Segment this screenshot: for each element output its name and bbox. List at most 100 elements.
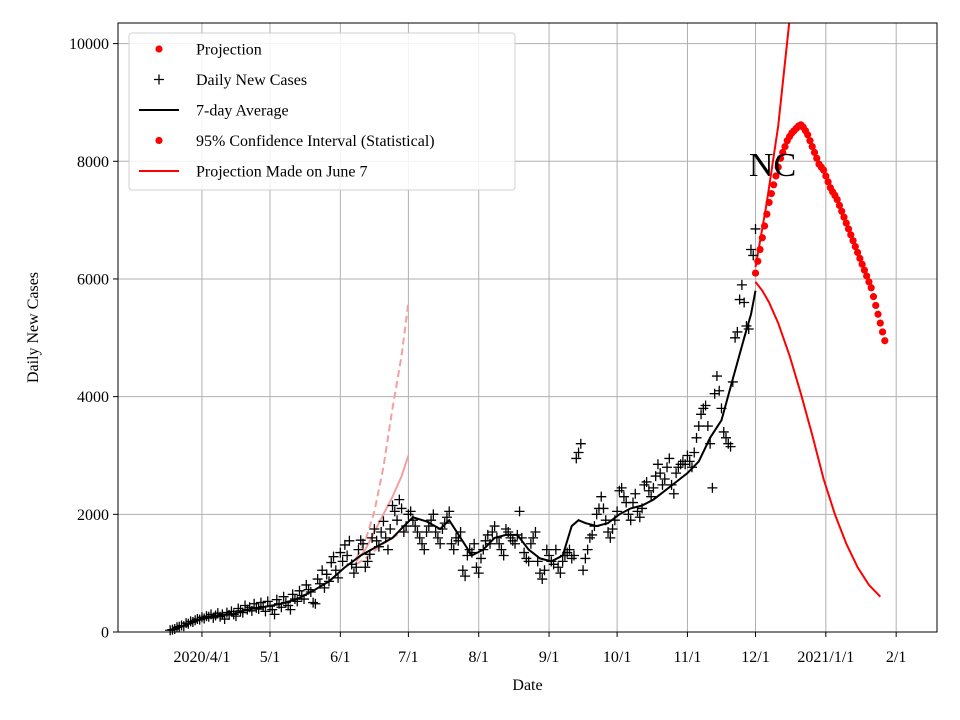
daily-case-marker <box>598 503 609 514</box>
daily-case-marker <box>337 556 348 567</box>
x-tick-label: 9/1 <box>539 649 559 666</box>
daily-case-marker <box>555 568 566 579</box>
daily-case-marker <box>376 526 387 537</box>
daily-case-marker <box>328 551 339 562</box>
projection-point <box>881 337 889 345</box>
daily-case-marker <box>285 604 296 615</box>
projection-point <box>869 293 878 301</box>
daily-case-marker <box>410 521 421 532</box>
daily-case-marker <box>528 532 539 543</box>
daily-case-marker <box>444 506 455 517</box>
daily-case-marker <box>582 544 593 555</box>
projection-point <box>876 319 884 327</box>
daily-case-marker <box>287 589 298 600</box>
x-tick-label: 6/1 <box>330 649 350 666</box>
june-projection-line <box>355 455 410 563</box>
daily-case-marker <box>641 476 652 487</box>
projection-point <box>858 260 866 268</box>
daily-case-marker <box>389 506 400 517</box>
daily-case-marker <box>441 512 452 523</box>
daily-case-marker <box>448 544 459 555</box>
daily-case-marker <box>682 450 693 461</box>
daily-case-marker <box>414 532 425 543</box>
daily-case-marker <box>539 565 550 576</box>
legend-projection-marker <box>155 45 163 53</box>
confidence-interval-layer <box>754 22 882 598</box>
projection-point <box>844 225 853 233</box>
daily-case-marker <box>369 524 380 535</box>
daily-case-marker <box>730 332 741 343</box>
daily-case-marker <box>269 609 280 620</box>
daily-new-cases-layer <box>165 223 761 636</box>
daily-case-marker <box>714 385 725 396</box>
projection-point <box>804 131 812 139</box>
x-axis-ticks: 2020/4/1 5/1 6/1 7/1 8/1 9/1 10/1 11/1 12/1 2021/… <box>173 632 906 666</box>
projection-point <box>865 278 873 286</box>
projection-point <box>767 190 775 198</box>
daily-case-marker <box>541 544 552 555</box>
projection-point <box>813 154 821 162</box>
daily-case-marker <box>711 371 722 382</box>
daily-case-marker <box>630 488 641 499</box>
daily-case-marker <box>353 544 364 555</box>
ci-lower-line <box>754 281 882 598</box>
daily-case-marker <box>471 562 482 573</box>
daily-case-marker <box>335 547 346 558</box>
daily-case-marker <box>523 556 534 567</box>
daily-case-marker <box>489 521 500 532</box>
projection-point <box>863 272 871 280</box>
daily-case-marker <box>405 506 416 517</box>
projection-point <box>765 198 773 207</box>
daily-case-marker <box>317 565 328 576</box>
projection-point <box>808 142 816 151</box>
daily-case-marker <box>260 606 271 617</box>
daily-case-marker <box>430 526 441 537</box>
y-axis-label: Daily New Cases <box>25 272 42 383</box>
legend: Projection Daily New Cases 7-day Average 95… <box>128 32 516 191</box>
y-tick-label: 0 <box>101 625 109 642</box>
daily-case-marker <box>532 556 543 567</box>
daily-case-marker <box>342 550 353 561</box>
daily-case-marker <box>255 597 266 608</box>
y-tick-label: 8000 <box>77 154 109 171</box>
legend-label: 95% Confidence Interval (Statistical) <box>196 133 435 150</box>
daily-case-marker <box>580 553 591 564</box>
daily-case-marker <box>693 421 704 432</box>
daily-case-marker <box>696 409 707 420</box>
y-tick-label: 6000 <box>77 271 109 288</box>
y-axis-ticks: 0 2000 4000 6000 8000 10000 <box>69 36 118 642</box>
projection-point <box>760 222 769 230</box>
x-tick-label: 2/1 <box>886 649 906 666</box>
projection-point <box>849 237 857 245</box>
daily-case-marker <box>691 432 702 443</box>
daily-case-marker <box>358 538 369 549</box>
plot-frame <box>117 22 938 633</box>
daily-case-marker <box>591 509 602 520</box>
projection-point <box>851 242 859 251</box>
daily-case-marker <box>514 506 525 517</box>
daily-case-marker <box>312 574 323 585</box>
projection-point <box>754 257 762 265</box>
daily-case-marker <box>371 535 382 546</box>
projection-point <box>770 181 778 189</box>
projection-point <box>838 207 846 215</box>
x-tick-label: 2020/4/1 <box>173 649 230 666</box>
daily-case-marker <box>310 598 321 609</box>
daily-case-marker <box>498 550 509 561</box>
projection-point <box>806 137 814 145</box>
daily-case-marker <box>326 557 337 568</box>
daily-case-marker <box>392 515 403 526</box>
legend-daily-marker <box>154 74 164 85</box>
projection-point <box>822 172 830 180</box>
projection-point <box>781 142 789 151</box>
daily-case-marker <box>578 565 589 576</box>
projection-point <box>835 201 844 210</box>
projection-point <box>856 254 864 262</box>
daily-case-marker <box>664 453 675 464</box>
legend-label: Projection <box>196 42 262 59</box>
june-projection-layer <box>355 302 410 566</box>
projection-point <box>878 328 887 336</box>
daily-case-marker <box>607 524 618 535</box>
projection-point <box>842 219 850 227</box>
x-tick-label: 12/1 <box>741 649 769 666</box>
